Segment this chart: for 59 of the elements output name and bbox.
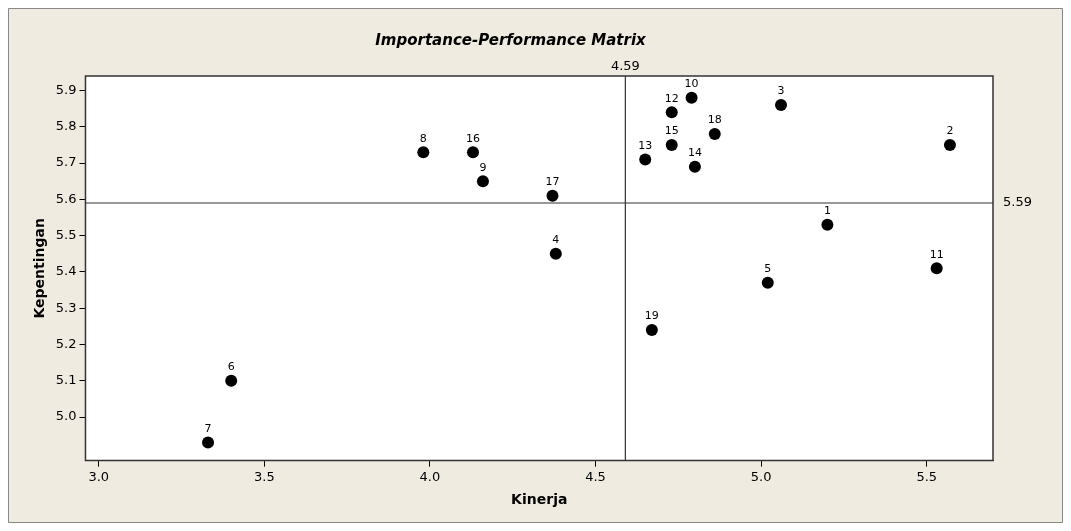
annotation: 13 (638, 138, 653, 152)
x-tick-label: 5.0 (750, 468, 772, 484)
annotation: 3 (777, 84, 785, 98)
y-tick-label: 5.6 (55, 190, 77, 206)
point (708, 128, 721, 141)
ref-line-label: 4.59 (610, 57, 640, 73)
point (761, 276, 774, 289)
y-tick-label: 5.8 (55, 118, 77, 134)
x-tick-label: 5.5 (916, 468, 938, 484)
annotation: 12 (664, 91, 679, 105)
annotation: 8 (419, 131, 427, 145)
point (417, 146, 430, 159)
point (202, 436, 215, 449)
annotation: 14 (687, 146, 702, 160)
x-tick-label: 4.5 (585, 468, 606, 484)
annotation: 18 (707, 113, 722, 127)
point (225, 374, 238, 387)
y-tick-label: 5.4 (55, 263, 77, 279)
annotation: 10 (684, 77, 699, 91)
point (930, 262, 943, 275)
point (546, 189, 559, 202)
chart-title: Importance-Performance Matrix (375, 30, 648, 49)
annotation: 7 (204, 421, 212, 435)
x-tick-label: 3.0 (88, 468, 110, 484)
ref-line-label: 5.59 (1003, 194, 1032, 210)
point (775, 99, 788, 112)
point (476, 175, 489, 188)
point (639, 153, 652, 166)
annotation: 15 (664, 124, 679, 138)
point (685, 91, 698, 104)
y-tick-label: 5.1 (55, 372, 77, 388)
y-tick-label: 5.9 (55, 81, 77, 97)
y-tick-label: 5.5 (55, 227, 77, 243)
annotation: 5 (764, 262, 772, 276)
point (688, 160, 701, 173)
point (821, 218, 834, 231)
x-tick-label: 4.0 (419, 468, 441, 484)
point (665, 106, 678, 119)
annotation: 6 (227, 360, 235, 374)
y-tick-label: 5.0 (55, 408, 77, 424)
annotation: 19 (644, 309, 659, 323)
x-axis-title: Kinerja (511, 491, 568, 508)
y-tick-label: 5.7 (55, 154, 77, 170)
annotation: 1 (823, 204, 831, 218)
annotation: 16 (465, 131, 480, 145)
point (466, 146, 479, 159)
annotation: 17 (545, 175, 560, 189)
y-tick-label: 5.3 (55, 299, 77, 315)
annotation: 9 (479, 160, 487, 174)
annotation: 11 (929, 247, 944, 261)
point (549, 247, 562, 260)
y-tick-label: 5.2 (55, 335, 77, 351)
point (645, 323, 658, 336)
annotation: 2 (946, 124, 954, 138)
y-axis-title: Kepentingan (31, 218, 48, 319)
x-tick-label: 3.5 (253, 468, 275, 484)
point (665, 138, 678, 151)
annotation: 4 (552, 233, 560, 247)
point (943, 138, 956, 151)
